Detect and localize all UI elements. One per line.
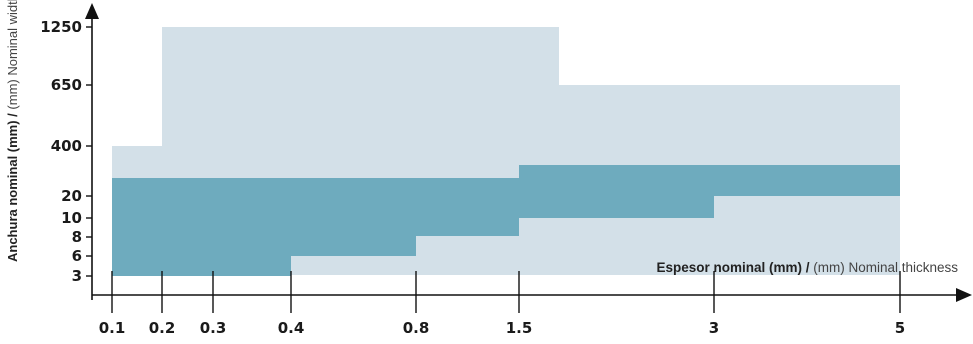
- y-tick-label-3: 3: [72, 267, 82, 285]
- y-tick-label-650: 650: [51, 76, 82, 94]
- y-tick-label-8: 8: [72, 228, 82, 246]
- region-dark-standard-width: [112, 165, 900, 276]
- x-axis-label: Espesor nominal (mm) / (mm) Nominal thic…: [656, 260, 958, 275]
- regions: [112, 27, 900, 276]
- x-tick-label-5: 5: [895, 319, 905, 337]
- x-tick-label-3: 3: [709, 319, 719, 337]
- axes: [85, 3, 972, 302]
- x-axis-arrow-icon: [956, 288, 972, 302]
- y-tick-label-20: 20: [61, 187, 82, 205]
- x-ticks: 0.1 0.2 0.3 0.4 0.8 1.5 3 5: [99, 271, 905, 337]
- x-tick-label-0.2: 0.2: [149, 319, 176, 337]
- y-axis-arrow-icon: [85, 3, 99, 19]
- y-axis-label-secondary: (mm) Nominal width: [5, 0, 20, 113]
- y-tick-label-1250: 1250: [40, 18, 82, 36]
- y-axis-label-main: Anchura nominal (mm) /: [5, 113, 20, 262]
- x-tick-label-0.1: 0.1: [99, 319, 126, 337]
- x-axis-label-secondary: (mm) Nominal thickness: [809, 260, 958, 275]
- y-axis-label: Anchura nominal (mm) / (mm) Nominal widt…: [5, 0, 20, 262]
- y-tick-label-10: 10: [61, 209, 82, 227]
- y-tick-label-6: 6: [72, 247, 82, 265]
- x-tick-label-0.4: 0.4: [278, 319, 305, 337]
- x-axis-label-main: Espesor nominal (mm) /: [656, 260, 809, 275]
- x-tick-label-0.3: 0.3: [200, 319, 227, 337]
- x-tick-label-0.8: 0.8: [403, 319, 430, 337]
- x-tick-label-1.5: 1.5: [506, 319, 533, 337]
- y-tick-label-400: 400: [51, 137, 82, 155]
